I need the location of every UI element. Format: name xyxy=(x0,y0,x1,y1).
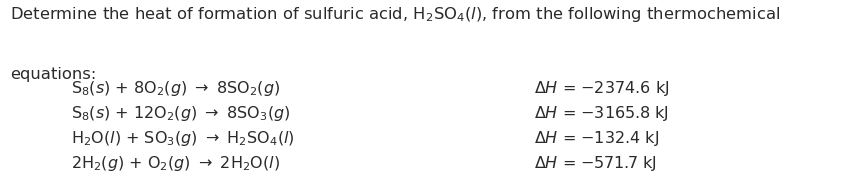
Text: 2H$_2$($g$) + O$_2$($g$) $\rightarrow$ 2H$_2$O($l$): 2H$_2$($g$) + O$_2$($g$) $\rightarrow$ 2… xyxy=(71,154,280,173)
Text: Determine the heat of formation of sulfuric acid, H$_2$SO$_4$($l$), from the fol: Determine the heat of formation of sulfu… xyxy=(10,5,780,24)
Text: $\Delta H$ = −2374.6 kJ: $\Delta H$ = −2374.6 kJ xyxy=(534,79,669,98)
Text: equations:: equations: xyxy=(10,66,96,82)
Text: $\Delta H$ = −132.4 kJ: $\Delta H$ = −132.4 kJ xyxy=(534,129,659,148)
Text: $\Delta H$ = −571.7 kJ: $\Delta H$ = −571.7 kJ xyxy=(534,154,656,173)
Text: S$_8$($s$) + 8O$_2$($g$) $\rightarrow$ 8SO$_2$($g$): S$_8$($s$) + 8O$_2$($g$) $\rightarrow$ 8… xyxy=(71,79,280,98)
Text: H$_2$O($l$) + SO$_3$($g$) $\rightarrow$ H$_2$SO$_4$($l$): H$_2$O($l$) + SO$_3$($g$) $\rightarrow$ … xyxy=(71,129,295,148)
Text: S$_8$($s$) + 12O$_2$($g$) $\rightarrow$ 8SO$_3$($g$): S$_8$($s$) + 12O$_2$($g$) $\rightarrow$ … xyxy=(71,104,291,123)
Text: $\Delta H$ = −3165.8 kJ: $\Delta H$ = −3165.8 kJ xyxy=(534,104,668,123)
